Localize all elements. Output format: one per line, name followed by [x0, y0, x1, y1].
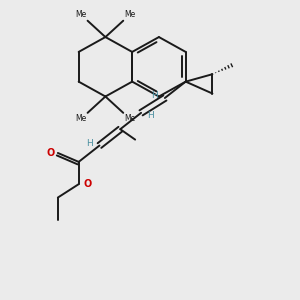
- Text: H: H: [148, 111, 154, 120]
- Text: Me: Me: [75, 10, 86, 19]
- Text: H: H: [152, 91, 158, 100]
- Text: H: H: [86, 139, 93, 148]
- Text: Me: Me: [125, 114, 136, 123]
- Text: Me: Me: [75, 114, 86, 123]
- Text: O: O: [83, 179, 92, 189]
- Text: O: O: [46, 148, 54, 158]
- Text: Me: Me: [125, 10, 136, 19]
